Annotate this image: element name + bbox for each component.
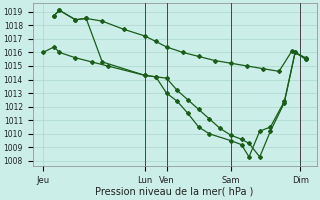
X-axis label: Pression niveau de la mer( hPa ): Pression niveau de la mer( hPa ) — [95, 187, 254, 197]
